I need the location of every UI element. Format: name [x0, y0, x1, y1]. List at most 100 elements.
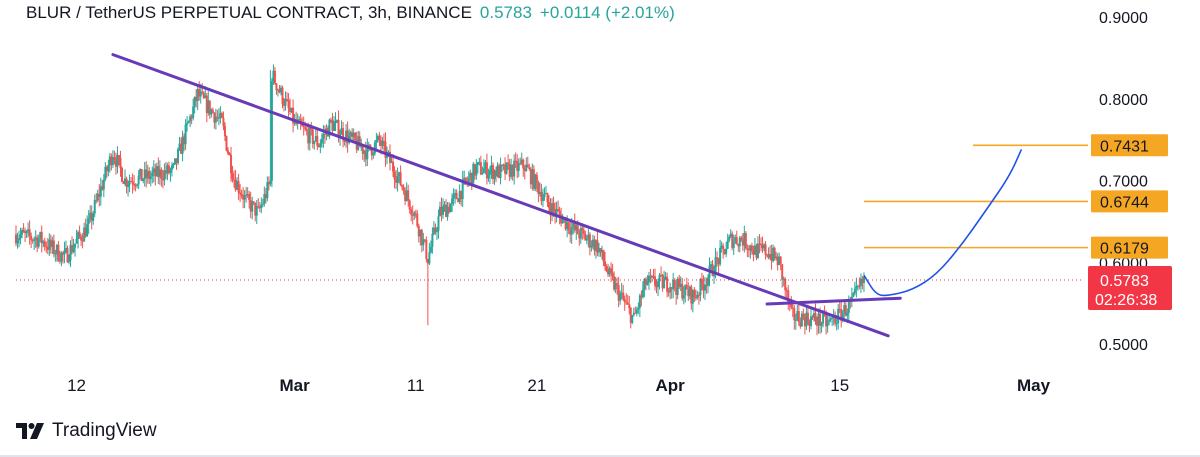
- candle-body: [561, 218, 564, 224]
- candle-body: [392, 161, 395, 172]
- candle-body: [81, 240, 84, 242]
- candle-body: [646, 282, 649, 285]
- candle-body: [467, 177, 470, 182]
- candle-body: [438, 206, 441, 217]
- candle-body: [779, 256, 782, 265]
- candle-body: [660, 274, 663, 276]
- candle-body: [208, 100, 211, 115]
- candle-body: [749, 245, 752, 251]
- candle-body: [472, 163, 475, 184]
- time-axis[interactable]: 12 Mar 11 21 Apr 15 May: [67, 376, 1051, 395]
- candle-body: [653, 276, 656, 286]
- candle-body: [354, 132, 357, 141]
- candle-body: [175, 158, 178, 164]
- candle-body: [316, 136, 319, 146]
- candle-body: [504, 164, 507, 174]
- candle-body: [682, 295, 685, 299]
- candle-body: [734, 237, 737, 242]
- candle-body: [782, 278, 785, 280]
- candle-body: [776, 256, 779, 266]
- candle-body: [24, 232, 27, 234]
- candle-body: [528, 167, 531, 169]
- candle-body: [34, 237, 37, 240]
- candle-body: [367, 144, 370, 146]
- candle-body: [620, 292, 623, 294]
- candle-body: [635, 309, 638, 314]
- candle-body: [548, 202, 550, 208]
- candle-body: [239, 192, 242, 195]
- candle-body: [187, 121, 190, 123]
- candle-body: [741, 240, 744, 246]
- time-tick-label: 21: [527, 376, 546, 395]
- candle-body: [513, 160, 516, 177]
- candle-body: [264, 194, 267, 199]
- candle-body: [429, 246, 432, 253]
- candle-body: [723, 249, 726, 255]
- candle-body: [531, 169, 534, 185]
- candle-body: [700, 278, 703, 285]
- candle-body: [190, 116, 193, 119]
- candle-body: [289, 107, 292, 113]
- candle-body: [337, 120, 340, 138]
- candle-body: [18, 238, 21, 240]
- candle-body: [266, 182, 269, 199]
- candle-body: [678, 278, 681, 288]
- candle-body: [573, 223, 576, 231]
- candle-body: [343, 140, 346, 142]
- candle-body: [731, 233, 734, 248]
- candle-body: [351, 132, 354, 137]
- candle-body: [207, 100, 210, 114]
- candle-body: [725, 248, 728, 255]
- candle-body: [457, 199, 460, 203]
- candle-body: [534, 174, 537, 189]
- current-price-tag: [1088, 265, 1172, 310]
- candle-body: [254, 202, 257, 216]
- candle-body: [681, 283, 684, 299]
- candle-body: [820, 323, 823, 326]
- footer-divider: [0, 455, 1200, 457]
- candle-body: [257, 206, 260, 208]
- candle-body: [114, 160, 117, 167]
- candle-body: [643, 278, 646, 290]
- candle-body: [16, 239, 19, 244]
- candle-body: [125, 178, 128, 187]
- candle-body: [410, 209, 413, 215]
- candle-body: [557, 208, 560, 211]
- candle-body: [220, 113, 223, 118]
- candle-body: [37, 238, 40, 247]
- candle-body: [622, 292, 625, 300]
- candle-body: [488, 170, 491, 175]
- candle-body: [399, 172, 402, 186]
- drawings-layer: [16, 53, 1088, 338]
- candle-body: [546, 193, 549, 203]
- candle-body: [610, 268, 613, 273]
- candle-body: [342, 128, 345, 141]
- candle-body: [540, 191, 543, 202]
- candle-body: [189, 116, 192, 122]
- candle-body: [634, 312, 637, 314]
- candle-body: [177, 149, 180, 164]
- candle-body: [287, 100, 290, 108]
- candle-body: [363, 150, 366, 154]
- candle-body: [859, 278, 862, 286]
- candle-body: [384, 141, 387, 158]
- candle-body: [549, 207, 552, 216]
- candle-body: [57, 244, 60, 261]
- candle-body: [862, 276, 865, 283]
- candle-body: [122, 181, 125, 184]
- price-axis[interactable]: 0.90000.80000.70000.60000.50000.74310.67…: [1088, 10, 1172, 354]
- candle-body: [313, 141, 316, 145]
- time-tick-label: 15: [830, 376, 849, 395]
- candle-body: [685, 284, 688, 290]
- candle-body: [196, 89, 199, 102]
- candles-layer: [15, 64, 865, 336]
- candle-body: [389, 151, 392, 164]
- candle-body: [713, 275, 716, 277]
- candle-body: [478, 162, 481, 164]
- candle-body: [214, 116, 217, 123]
- candle-body: [393, 171, 396, 180]
- candle-body: [502, 164, 505, 166]
- candle-body: [611, 272, 614, 277]
- candle-body: [154, 168, 157, 177]
